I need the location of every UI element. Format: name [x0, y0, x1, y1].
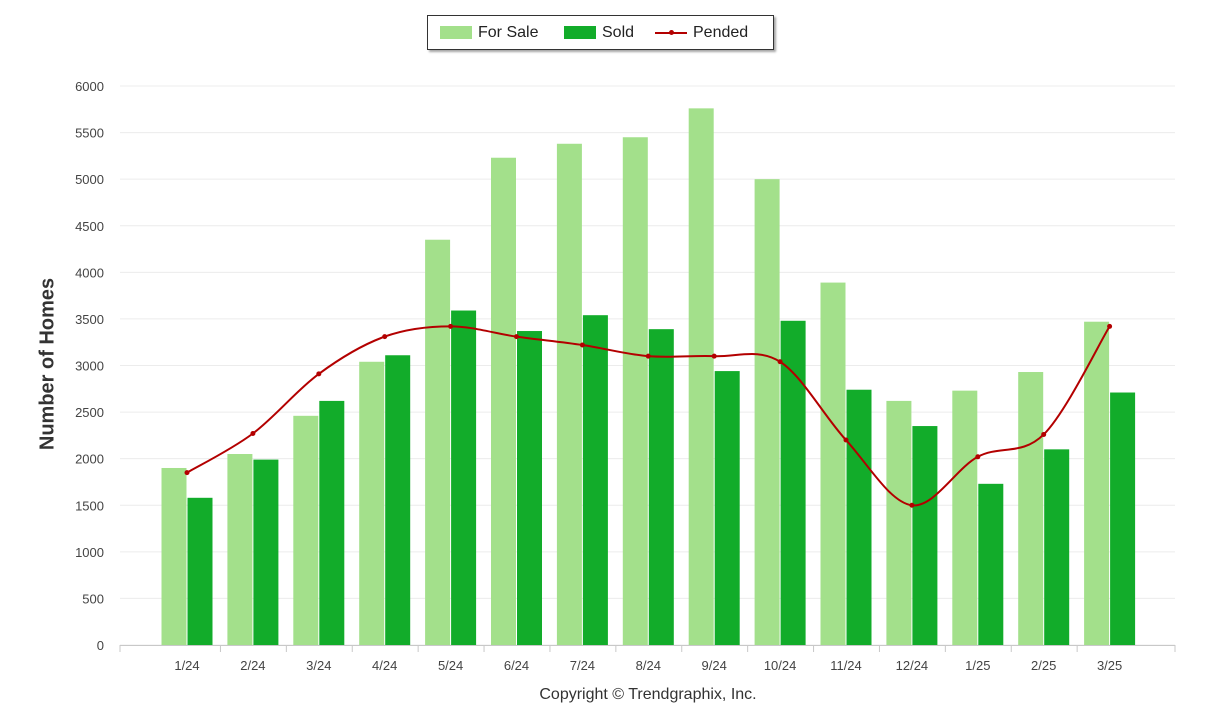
x-tick-label: 3/24	[306, 658, 331, 673]
x-tick-label: 3/25	[1097, 658, 1122, 673]
pended-point	[514, 334, 519, 340]
legend-item-pended[interactable]: Pended	[655, 16, 748, 49]
x-tick-label: 2/24	[240, 658, 265, 673]
x-tick-label: 4/24	[372, 658, 397, 673]
y-axis-title: Number of Homes	[36, 277, 59, 451]
bar-sold	[385, 355, 411, 645]
x-tick-labels: 1/24 2/24 3/24 4/24 5/24 6/24 7/24 8/24 9/24 10/2…	[174, 658, 1122, 673]
bar-sold	[187, 497, 213, 645]
bar-for-sale	[491, 157, 516, 645]
y-tick-label: 5500	[75, 126, 104, 141]
legend-item-sold[interactable]: Sold	[564, 16, 634, 49]
x-tick-label: 9/24	[702, 658, 727, 673]
copyright-text: Copyright © Trendgraphix, Inc.	[539, 686, 757, 703]
pended-point	[645, 353, 651, 359]
pended-point	[1107, 323, 1113, 329]
pended-line	[186, 325, 1111, 507]
bar-for-sale	[952, 390, 978, 645]
y-tick-label: 5000	[75, 172, 104, 187]
bar-sold	[319, 400, 345, 645]
pended-point	[382, 334, 388, 340]
pended-line-series	[184, 323, 1113, 508]
bar-sold	[253, 459, 279, 645]
legend: For Sale Sold Pended	[427, 15, 774, 50]
x-tick-label: 5/24	[438, 658, 463, 673]
pended-point	[184, 470, 190, 476]
bar-for-sale	[688, 108, 714, 646]
bar-series	[161, 108, 1136, 646]
pended-point	[448, 323, 454, 329]
bar-for-sale	[556, 143, 582, 645]
bar-sold	[517, 331, 542, 645]
pended-point	[843, 437, 849, 443]
bar-sold	[714, 371, 740, 645]
pended-point	[711, 353, 717, 359]
legend-label-sold: Sold	[602, 23, 635, 41]
bar-for-sale	[425, 239, 451, 645]
bar-for-sale	[293, 415, 319, 645]
y-tick-labels: 0 500 1000 1500 2000 2500 3000 3500 4000 4500 5000…	[75, 79, 104, 653]
legend-swatch-sold	[564, 26, 596, 39]
bar-for-sale	[161, 467, 187, 645]
y-tick-label: 1500	[75, 498, 104, 513]
bar-for-sale	[820, 282, 846, 645]
x-tick-label: 1/25	[965, 658, 990, 673]
y-tick-label: 1000	[75, 545, 104, 560]
bar-for-sale	[886, 400, 912, 645]
y-tick-label: 6000	[75, 79, 104, 94]
x-tick-label: 2/25	[1031, 658, 1056, 673]
x-tick-label: 8/24	[636, 658, 661, 673]
bar-sold	[582, 315, 608, 645]
pended-point	[316, 371, 322, 377]
bar-for-sale	[1018, 372, 1044, 645]
legend-item-for-sale[interactable]: For Sale	[440, 16, 538, 49]
pended-point	[250, 431, 256, 437]
bar-sold	[1044, 449, 1070, 645]
bar-sold	[912, 426, 938, 645]
pended-point	[579, 342, 585, 348]
y-tick-label: 3500	[75, 312, 104, 327]
bar-sold	[648, 329, 674, 645]
pended-point	[777, 359, 783, 365]
pended-point	[909, 502, 915, 508]
bar-for-sale	[227, 454, 253, 645]
bar-sold	[978, 483, 1004, 645]
y-tick-label: 3000	[75, 359, 104, 374]
axes	[119, 645, 1176, 652]
y-tick-label: 500	[82, 591, 104, 606]
bar-sold	[1110, 392, 1136, 645]
x-tick-label: 10/24	[764, 658, 797, 673]
x-tick-label: 6/24	[504, 658, 529, 673]
legend-label-for-sale: For Sale	[478, 23, 539, 41]
bar-for-sale	[1084, 321, 1110, 645]
x-tick-label: 12/24	[896, 658, 929, 673]
pended-point	[1041, 431, 1047, 437]
bar-for-sale	[754, 179, 780, 645]
x-tick-label: 1/24	[174, 658, 199, 673]
x-tick-label: 7/24	[570, 658, 595, 673]
pended-point	[975, 454, 981, 460]
bar-sold	[451, 310, 477, 645]
x-tick-label: 11/24	[830, 658, 862, 673]
y-tick-label: 0	[97, 638, 104, 653]
legend-line-pended	[655, 26, 687, 39]
bar-for-sale	[359, 361, 385, 645]
legend-label-pended: Pended	[693, 23, 749, 41]
y-tick-label: 4000	[75, 265, 104, 280]
bar-sold	[846, 389, 872, 645]
y-tick-label: 4500	[75, 219, 104, 234]
y-tick-label: 2000	[75, 452, 104, 467]
y-tick-label: 2500	[75, 405, 104, 420]
bar-for-sale	[622, 137, 648, 645]
legend-swatch-for-sale	[440, 26, 472, 39]
bar-sold	[780, 320, 806, 645]
